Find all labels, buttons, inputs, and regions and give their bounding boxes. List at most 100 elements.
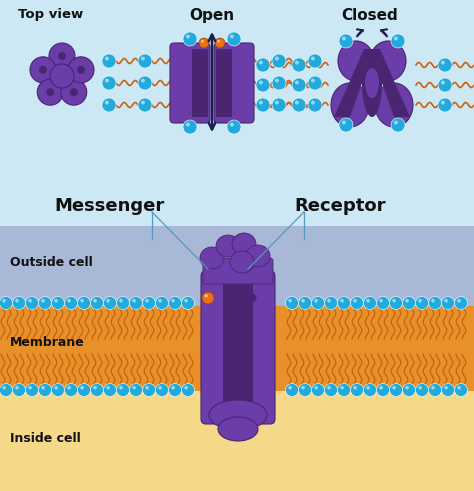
Circle shape	[256, 98, 270, 112]
Circle shape	[102, 98, 116, 112]
Circle shape	[392, 386, 396, 389]
Circle shape	[41, 386, 45, 389]
Circle shape	[230, 34, 234, 38]
Circle shape	[227, 32, 241, 46]
Circle shape	[28, 386, 32, 389]
Circle shape	[230, 123, 234, 127]
Circle shape	[132, 299, 136, 302]
Circle shape	[103, 383, 117, 397]
Circle shape	[106, 299, 110, 302]
Ellipse shape	[370, 41, 406, 81]
Circle shape	[295, 81, 299, 84]
Circle shape	[70, 88, 78, 96]
Circle shape	[353, 299, 357, 302]
Text: Membrane: Membrane	[10, 336, 85, 350]
Circle shape	[288, 299, 292, 302]
Circle shape	[441, 81, 445, 84]
Circle shape	[227, 120, 241, 134]
Ellipse shape	[49, 43, 75, 69]
Circle shape	[457, 386, 461, 389]
Ellipse shape	[37, 79, 63, 105]
Text: Top view: Top view	[18, 8, 83, 21]
Circle shape	[138, 76, 152, 90]
Circle shape	[301, 299, 305, 302]
FancyBboxPatch shape	[223, 278, 253, 417]
Circle shape	[438, 78, 452, 92]
Circle shape	[275, 79, 279, 82]
Circle shape	[275, 56, 279, 60]
Circle shape	[64, 297, 78, 309]
Bar	[0, 226, 474, 306]
Circle shape	[431, 299, 435, 302]
Circle shape	[256, 78, 270, 92]
Circle shape	[28, 299, 32, 302]
Circle shape	[288, 386, 292, 389]
Circle shape	[325, 383, 337, 397]
Circle shape	[416, 297, 428, 309]
Circle shape	[311, 297, 325, 309]
Circle shape	[350, 297, 364, 309]
Circle shape	[308, 76, 322, 90]
Circle shape	[272, 54, 286, 68]
Circle shape	[299, 383, 311, 397]
Bar	[0, 0, 474, 251]
Circle shape	[301, 386, 305, 389]
Text: Receptor: Receptor	[294, 197, 386, 215]
Circle shape	[201, 40, 204, 43]
Circle shape	[186, 123, 190, 127]
Circle shape	[143, 297, 155, 309]
Ellipse shape	[30, 57, 56, 83]
Ellipse shape	[375, 83, 413, 127]
Circle shape	[171, 299, 175, 302]
Circle shape	[168, 297, 182, 309]
Circle shape	[457, 299, 461, 302]
Circle shape	[292, 58, 306, 72]
Circle shape	[199, 38, 209, 48]
Circle shape	[353, 386, 357, 389]
Circle shape	[67, 299, 71, 302]
Circle shape	[117, 383, 129, 397]
FancyBboxPatch shape	[192, 49, 208, 117]
Circle shape	[455, 383, 467, 397]
Circle shape	[183, 120, 197, 134]
Ellipse shape	[365, 68, 379, 98]
Circle shape	[311, 101, 315, 105]
Circle shape	[129, 297, 143, 309]
Circle shape	[2, 299, 6, 302]
Text: Closed: Closed	[342, 8, 398, 23]
Ellipse shape	[232, 233, 256, 255]
Circle shape	[259, 101, 263, 105]
Circle shape	[26, 297, 38, 309]
Circle shape	[391, 34, 405, 48]
Circle shape	[141, 101, 145, 105]
Text: Outside cell: Outside cell	[10, 256, 93, 270]
Ellipse shape	[230, 251, 254, 273]
Ellipse shape	[218, 417, 258, 441]
Circle shape	[455, 297, 467, 309]
Text: Messenger: Messenger	[55, 197, 165, 215]
Ellipse shape	[331, 83, 369, 127]
Circle shape	[366, 299, 370, 302]
Text: Open: Open	[190, 8, 235, 23]
Circle shape	[431, 386, 435, 389]
Circle shape	[438, 98, 452, 112]
Circle shape	[67, 386, 71, 389]
Circle shape	[119, 386, 123, 389]
Circle shape	[337, 297, 350, 309]
Circle shape	[117, 297, 129, 309]
Circle shape	[15, 299, 19, 302]
Circle shape	[91, 297, 103, 309]
Circle shape	[15, 386, 19, 389]
Circle shape	[78, 383, 91, 397]
Circle shape	[91, 383, 103, 397]
Circle shape	[444, 386, 448, 389]
Circle shape	[402, 383, 416, 397]
Circle shape	[105, 101, 109, 105]
Circle shape	[183, 32, 197, 46]
Circle shape	[93, 386, 97, 389]
Circle shape	[340, 386, 344, 389]
Circle shape	[405, 299, 409, 302]
Circle shape	[441, 297, 455, 309]
Circle shape	[376, 383, 390, 397]
Circle shape	[340, 299, 344, 302]
